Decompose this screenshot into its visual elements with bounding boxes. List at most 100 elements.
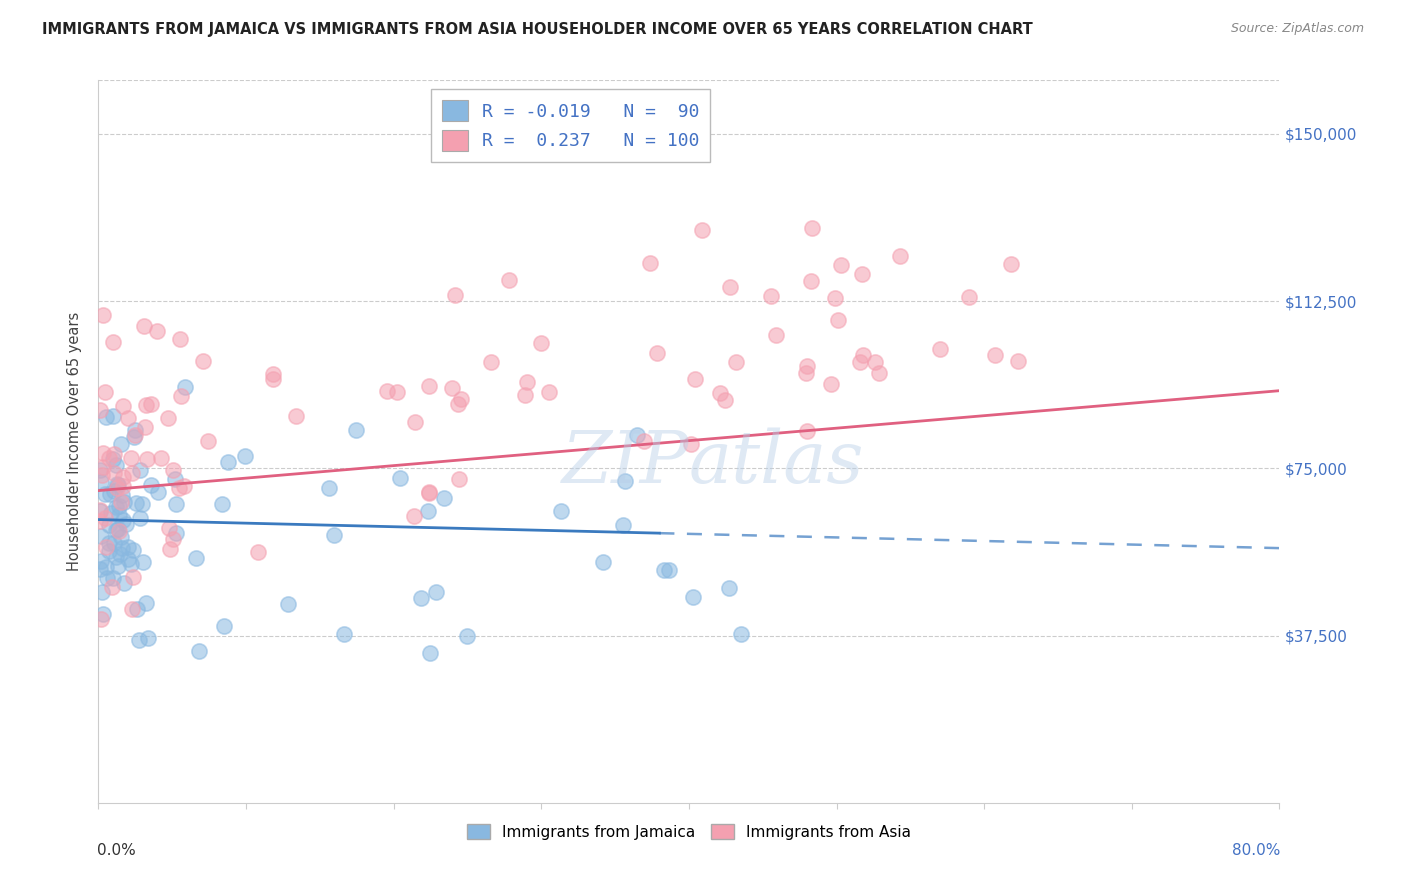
Point bbox=[96, 571, 118, 585]
Point bbox=[97, 536, 120, 550]
Point bbox=[418, 484, 440, 499]
Point bbox=[111, 513, 134, 527]
Point bbox=[89, 561, 111, 575]
Point bbox=[134, 319, 156, 334]
Point bbox=[612, 517, 634, 532]
Point bbox=[128, 511, 150, 525]
Point bbox=[110, 437, 132, 451]
Point bbox=[683, 372, 706, 386]
Point bbox=[681, 437, 703, 451]
Point bbox=[1000, 257, 1022, 271]
Point bbox=[124, 427, 146, 442]
Point bbox=[418, 379, 440, 393]
Legend: Immigrants from Jamaica, Immigrants from Asia: Immigrants from Jamaica, Immigrants from… bbox=[461, 818, 917, 846]
Point bbox=[91, 607, 114, 622]
Point bbox=[162, 532, 184, 546]
Point bbox=[135, 451, 157, 466]
Point bbox=[91, 308, 114, 322]
Text: atlas: atlas bbox=[689, 428, 865, 499]
Point bbox=[94, 384, 117, 399]
Point bbox=[169, 332, 191, 346]
Point bbox=[90, 529, 112, 543]
Point bbox=[120, 450, 142, 465]
Point bbox=[233, 449, 256, 463]
Point bbox=[709, 386, 731, 401]
Point bbox=[111, 400, 134, 414]
Point bbox=[418, 504, 440, 518]
Point bbox=[827, 312, 849, 326]
Point bbox=[481, 355, 503, 369]
Point bbox=[128, 633, 150, 648]
Point bbox=[425, 585, 447, 599]
Point bbox=[90, 475, 112, 489]
Point bbox=[262, 372, 284, 386]
Point bbox=[889, 249, 911, 263]
Point bbox=[498, 273, 520, 287]
Point bbox=[212, 619, 235, 633]
Point bbox=[94, 540, 117, 554]
Point bbox=[91, 459, 114, 474]
Point bbox=[127, 602, 149, 616]
Point bbox=[848, 355, 870, 369]
Point bbox=[318, 481, 340, 495]
Text: Source: ZipAtlas.com: Source: ZipAtlas.com bbox=[1230, 22, 1364, 36]
Point bbox=[108, 500, 131, 514]
Point bbox=[139, 397, 162, 411]
Point bbox=[90, 467, 112, 482]
Point bbox=[159, 542, 181, 557]
Point bbox=[96, 559, 118, 574]
Point bbox=[131, 497, 153, 511]
Point bbox=[262, 367, 284, 381]
Point bbox=[724, 355, 747, 369]
Point bbox=[111, 470, 134, 484]
Point bbox=[125, 495, 148, 509]
Point bbox=[112, 576, 135, 591]
Point bbox=[150, 451, 173, 466]
Point bbox=[105, 477, 128, 491]
Point bbox=[820, 377, 842, 392]
Point bbox=[796, 359, 818, 373]
Point bbox=[121, 601, 143, 615]
Point bbox=[433, 491, 456, 505]
Point bbox=[830, 258, 852, 272]
Point bbox=[794, 367, 817, 381]
Point bbox=[765, 328, 787, 343]
Point bbox=[89, 503, 111, 517]
Point bbox=[409, 591, 432, 606]
Point bbox=[100, 486, 122, 500]
Point bbox=[129, 463, 152, 477]
Point bbox=[193, 353, 215, 368]
Point bbox=[197, 434, 219, 449]
Point bbox=[800, 274, 823, 288]
Point bbox=[141, 478, 163, 492]
Point bbox=[323, 528, 346, 542]
Point bbox=[101, 335, 124, 350]
Point bbox=[97, 544, 120, 558]
Point bbox=[170, 389, 193, 403]
Point bbox=[796, 425, 818, 439]
Point bbox=[89, 504, 111, 518]
Text: 80.0%: 80.0% bbox=[1232, 843, 1281, 857]
Point bbox=[440, 381, 463, 395]
Point bbox=[104, 523, 127, 537]
Point bbox=[112, 495, 135, 509]
Point bbox=[450, 392, 472, 407]
Point bbox=[105, 458, 128, 472]
Point bbox=[112, 479, 135, 493]
Point bbox=[957, 290, 980, 304]
Point bbox=[103, 536, 125, 550]
Point bbox=[550, 504, 572, 518]
Point bbox=[90, 584, 112, 599]
Point bbox=[103, 467, 125, 481]
Point bbox=[658, 563, 681, 577]
Point bbox=[94, 510, 117, 524]
Point bbox=[718, 279, 741, 293]
Point bbox=[682, 591, 704, 605]
Point bbox=[614, 474, 637, 488]
Point bbox=[759, 289, 782, 303]
Point bbox=[638, 256, 661, 270]
Point bbox=[105, 500, 128, 515]
Point bbox=[117, 551, 139, 566]
Point bbox=[115, 517, 138, 532]
Point bbox=[135, 597, 157, 611]
